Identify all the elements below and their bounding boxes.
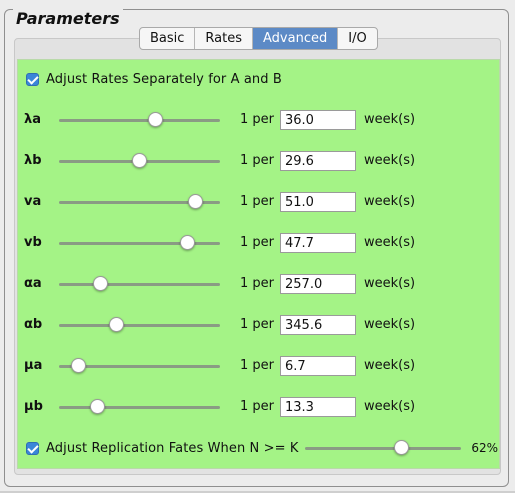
slider-knob-icon[interactable]: [93, 276, 109, 291]
unit-label: week(s): [364, 153, 416, 168]
per-label: 1 per: [240, 194, 274, 209]
replication-checkbox[interactable]: [26, 441, 39, 455]
v-a-value-field[interactable]: [280, 192, 356, 212]
param-label: vb: [24, 235, 42, 250]
alpha-b-value-field[interactable]: [280, 315, 356, 335]
mu-a-slider[interactable]: [59, 355, 220, 377]
alpha-a-slider[interactable]: [59, 273, 220, 295]
tab-io[interactable]: I/O: [348, 31, 367, 46]
replication-label: Adjust Replication Fates When N >= K: [46, 440, 299, 456]
rate-row-lambda-a: λa 1 per week(s): [18, 109, 501, 131]
slider-knob-icon[interactable]: [148, 112, 164, 127]
mu-b-slider[interactable]: [59, 396, 220, 418]
param-label: λb: [24, 153, 42, 168]
adjust-rates-checkbox[interactable]: [26, 72, 39, 86]
tab-rates[interactable]: Rates: [195, 28, 254, 49]
per-label: 1 per: [240, 153, 274, 168]
rate-row-mu-b: μb 1 per week(s): [18, 396, 501, 418]
slider-knob-icon[interactable]: [188, 194, 204, 209]
rate-row-alpha-b: αb 1 per week(s): [18, 314, 501, 336]
per-label: 1 per: [240, 317, 274, 332]
slider-knob-icon[interactable]: [132, 153, 147, 168]
v-a-slider[interactable]: [59, 191, 220, 213]
param-label: αa: [24, 276, 42, 291]
per-label: 1 per: [240, 235, 274, 250]
replication-checkbox-row: Adjust Replication Fates When N >= K: [26, 439, 298, 457]
slider-knob-icon[interactable]: [180, 235, 196, 250]
rate-row-v-b: vb 1 per week(s): [18, 232, 501, 254]
per-label: 1 per: [240, 276, 274, 291]
adjust-rates-label: Adjust Rates Separately for A and B: [46, 71, 282, 87]
tab-basic[interactable]: Basic: [140, 28, 196, 49]
adjust-rates-row: Adjust Rates Separately for A and B: [26, 70, 282, 88]
per-label: 1 per: [240, 358, 274, 373]
param-label: va: [24, 194, 42, 209]
rate-row-alpha-a: αa 1 per week(s): [18, 273, 501, 295]
slider-knob-icon[interactable]: [90, 399, 106, 414]
slider-knob-icon[interactable]: [70, 358, 86, 373]
unit-label: week(s): [364, 276, 416, 291]
slider-knob-icon[interactable]: [394, 440, 410, 455]
rate-row-mu-a: μa 1 per week(s): [18, 355, 501, 377]
param-label: αb: [24, 317, 43, 332]
advanced-panel: Adjust Rates Separately for A and B λa 1…: [17, 59, 500, 469]
unit-label: week(s): [364, 317, 416, 332]
unit-label: week(s): [364, 112, 416, 127]
param-label: μa: [24, 358, 43, 373]
lambda-a-value-field[interactable]: [280, 110, 356, 130]
lambda-a-slider[interactable]: [59, 109, 220, 131]
unit-label: week(s): [364, 194, 416, 209]
unit-label: week(s): [364, 235, 416, 250]
alpha-b-slider[interactable]: [59, 314, 220, 336]
param-label: μb: [24, 399, 43, 414]
tab-bar: Basic Rates Advanced I/O: [139, 27, 378, 50]
slider-knob-icon[interactable]: [109, 317, 125, 332]
mu-a-value-field[interactable]: [280, 356, 356, 376]
replication-percent: 62%: [471, 441, 498, 455]
v-b-value-field[interactable]: [280, 233, 356, 253]
tab-advanced[interactable]: Advanced: [253, 28, 339, 49]
rate-row-v-a: va 1 per week(s): [18, 191, 501, 213]
v-b-slider[interactable]: [59, 232, 220, 254]
replication-slider[interactable]: [305, 437, 461, 459]
unit-label: week(s): [364, 399, 416, 414]
window-bottom-edge: [0, 491, 515, 493]
lambda-b-slider[interactable]: [59, 150, 220, 172]
param-label: λa: [24, 112, 41, 127]
lambda-b-value-field[interactable]: [280, 151, 356, 171]
unit-label: week(s): [364, 358, 416, 373]
per-label: 1 per: [240, 112, 274, 127]
per-label: 1 per: [240, 399, 274, 414]
replication-row: Adjust Replication Fates When N >= K 62%: [18, 437, 501, 459]
parameters-title: Parameters: [13, 9, 123, 29]
mu-b-value-field[interactable]: [280, 397, 356, 417]
rate-row-lambda-b: λb 1 per week(s): [18, 150, 501, 172]
alpha-a-value-field[interactable]: [280, 274, 356, 294]
